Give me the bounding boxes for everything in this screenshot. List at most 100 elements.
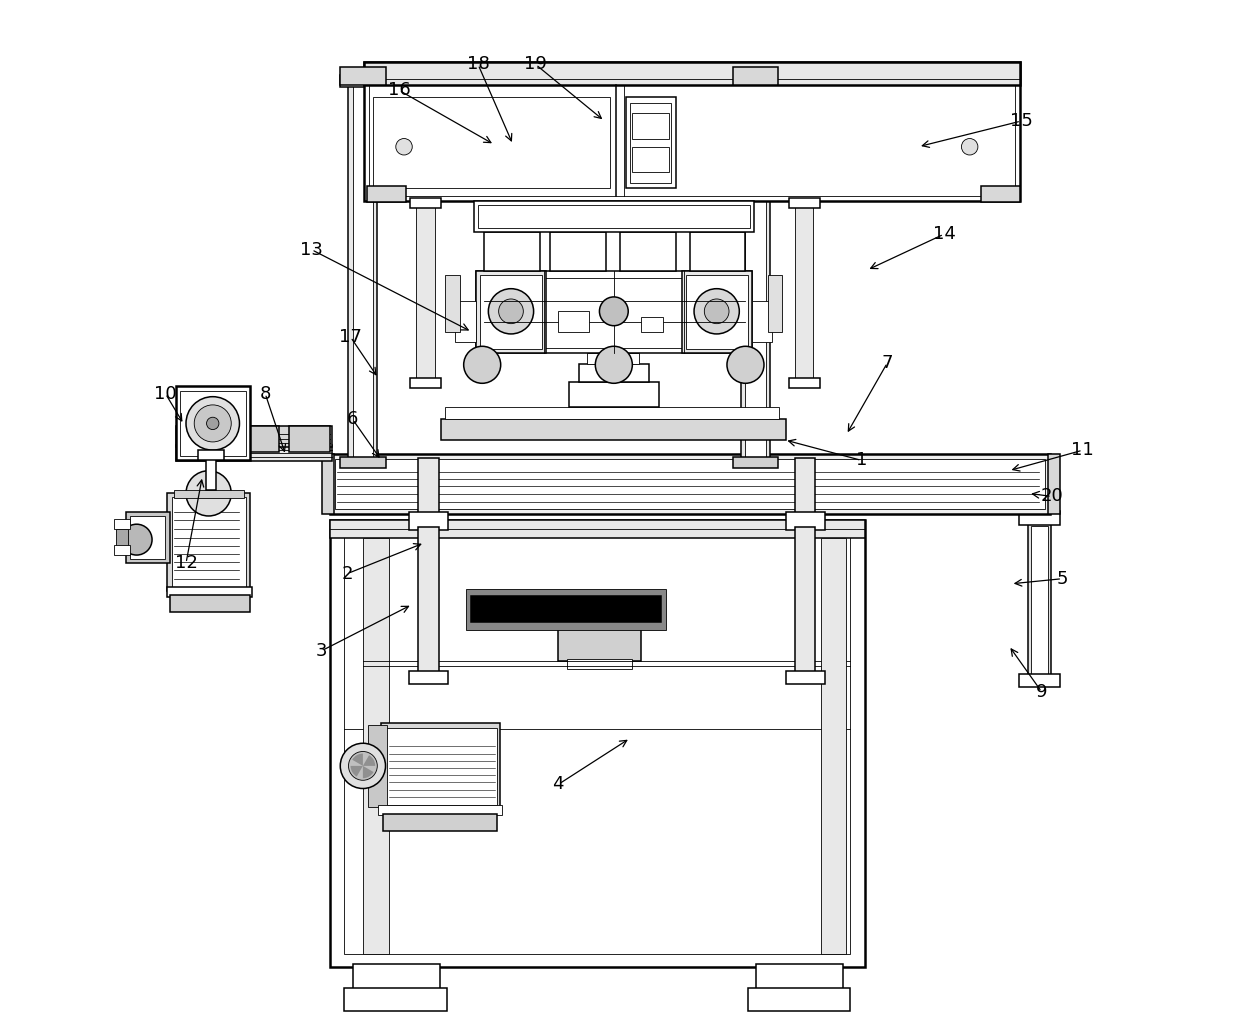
Bar bbox=[786, 512, 825, 530]
Bar bbox=[170, 596, 249, 612]
Bar bbox=[620, 232, 676, 271]
Bar bbox=[748, 989, 851, 1010]
Circle shape bbox=[186, 397, 239, 450]
Bar bbox=[345, 989, 448, 1010]
Bar bbox=[686, 275, 748, 349]
Bar bbox=[418, 458, 439, 520]
Bar bbox=[289, 426, 330, 452]
Bar bbox=[176, 445, 332, 461]
Circle shape bbox=[340, 743, 386, 789]
Circle shape bbox=[489, 288, 533, 334]
Bar bbox=[176, 387, 249, 460]
Bar bbox=[409, 671, 448, 683]
Bar bbox=[569, 383, 660, 407]
Bar bbox=[1028, 522, 1052, 681]
Text: 7: 7 bbox=[882, 354, 893, 372]
Bar bbox=[363, 62, 1021, 85]
Bar bbox=[330, 520, 864, 538]
Text: 1: 1 bbox=[856, 452, 867, 469]
Bar bbox=[321, 454, 334, 514]
Bar bbox=[368, 725, 387, 807]
Circle shape bbox=[195, 405, 231, 442]
Bar bbox=[352, 965, 440, 991]
Bar bbox=[176, 426, 332, 447]
Circle shape bbox=[704, 299, 729, 324]
Text: 19: 19 bbox=[525, 56, 547, 73]
Circle shape bbox=[122, 524, 153, 555]
Bar bbox=[466, 589, 666, 630]
Bar bbox=[330, 520, 864, 968]
Bar bbox=[352, 85, 373, 457]
Circle shape bbox=[207, 418, 219, 429]
Bar bbox=[1019, 674, 1060, 687]
Bar bbox=[382, 723, 500, 810]
Bar bbox=[485, 232, 539, 271]
Text: 5: 5 bbox=[1056, 570, 1068, 587]
Bar bbox=[682, 271, 751, 354]
Bar bbox=[768, 275, 782, 332]
Bar bbox=[745, 85, 766, 457]
Bar bbox=[445, 275, 460, 332]
Bar bbox=[587, 354, 639, 364]
Bar bbox=[114, 519, 130, 529]
Bar bbox=[567, 659, 632, 669]
Bar bbox=[689, 232, 745, 271]
Text: 12: 12 bbox=[175, 554, 197, 572]
Bar bbox=[632, 147, 670, 173]
Bar bbox=[383, 814, 496, 830]
Bar bbox=[410, 378, 441, 389]
Bar bbox=[126, 512, 170, 564]
Bar bbox=[1019, 511, 1060, 525]
Bar bbox=[733, 66, 779, 85]
Circle shape bbox=[498, 299, 523, 324]
Text: 20: 20 bbox=[1040, 487, 1064, 506]
Bar bbox=[733, 457, 779, 467]
Bar bbox=[167, 587, 252, 598]
Bar bbox=[795, 527, 816, 676]
Text: 6: 6 bbox=[347, 410, 358, 428]
Bar bbox=[237, 426, 279, 452]
Bar bbox=[410, 199, 441, 209]
Bar bbox=[742, 83, 770, 461]
Bar bbox=[795, 458, 816, 520]
Bar bbox=[130, 516, 165, 559]
Text: 10: 10 bbox=[154, 385, 177, 402]
Text: 15: 15 bbox=[1009, 112, 1033, 130]
Bar bbox=[174, 490, 243, 498]
Text: 14: 14 bbox=[932, 225, 955, 243]
Bar bbox=[117, 529, 129, 550]
Bar bbox=[348, 83, 377, 461]
Circle shape bbox=[348, 752, 377, 781]
Bar bbox=[441, 420, 786, 439]
Bar bbox=[821, 538, 846, 954]
Bar bbox=[373, 97, 610, 188]
Bar bbox=[455, 301, 476, 342]
Circle shape bbox=[464, 346, 501, 384]
Text: 4: 4 bbox=[553, 776, 564, 793]
Circle shape bbox=[186, 470, 231, 516]
Bar bbox=[789, 378, 820, 389]
Bar bbox=[167, 493, 249, 591]
Bar bbox=[485, 278, 745, 348]
Bar bbox=[180, 391, 246, 456]
Bar bbox=[795, 206, 813, 386]
Text: 11: 11 bbox=[1071, 442, 1094, 459]
Bar bbox=[367, 186, 405, 203]
Bar bbox=[363, 538, 388, 954]
Bar bbox=[480, 275, 542, 349]
Bar bbox=[445, 407, 780, 420]
Bar bbox=[476, 271, 546, 354]
Bar bbox=[114, 545, 130, 555]
Bar bbox=[418, 527, 439, 676]
Text: 2: 2 bbox=[342, 565, 353, 582]
Bar bbox=[789, 199, 820, 209]
Bar bbox=[340, 66, 386, 85]
Bar bbox=[1032, 526, 1048, 678]
Bar bbox=[417, 206, 435, 386]
Bar bbox=[378, 804, 502, 815]
Bar bbox=[198, 450, 224, 460]
Bar bbox=[733, 74, 779, 87]
Text: 17: 17 bbox=[339, 328, 362, 346]
Bar bbox=[345, 535, 851, 954]
Bar bbox=[370, 67, 1014, 196]
